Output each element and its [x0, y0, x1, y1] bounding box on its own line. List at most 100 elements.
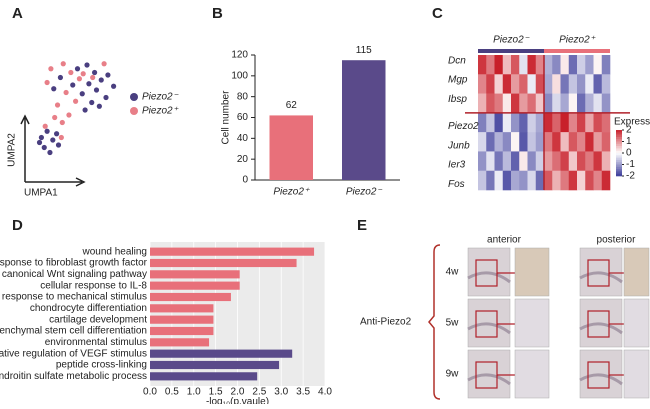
point — [92, 69, 98, 76]
heat-cell — [577, 170, 586, 191]
heat-cell — [494, 74, 504, 94]
heat-cell — [511, 132, 520, 152]
point — [73, 98, 79, 104]
heat-cell — [494, 132, 504, 152]
y-tick-label: negative regulation of VEGF stimulus — [0, 348, 147, 359]
heat-cell — [601, 55, 611, 75]
panel-letter: E — [357, 217, 367, 234]
bar — [150, 258, 297, 268]
axis-arrows — [20, 114, 86, 187]
bar — [342, 60, 386, 181]
heat-cell — [560, 112, 570, 133]
colorbar-label: 2 — [626, 125, 632, 136]
heat-cell — [486, 74, 495, 94]
heat-cell — [527, 151, 537, 172]
heat-cell — [511, 170, 520, 191]
point — [101, 61, 107, 67]
zoom-image — [514, 349, 550, 399]
x-tick-label: 2.5 — [252, 387, 266, 398]
colorbar-step — [616, 169, 622, 172]
heat-cell — [486, 55, 495, 75]
colorbar-step — [616, 143, 622, 147]
heat-cell — [601, 151, 611, 172]
heat-cell — [527, 93, 537, 114]
y-tick-label: 40 — [237, 133, 249, 144]
group-label: Piezo2⁻ — [493, 35, 530, 46]
point — [79, 91, 85, 97]
y-tick-label: 120 — [231, 50, 248, 61]
point — [58, 134, 64, 141]
heat-cell — [568, 55, 578, 75]
row-label: 9w — [446, 369, 460, 380]
x-tick-label: 0.0 — [143, 387, 157, 398]
heat-cell — [544, 151, 553, 172]
data-label: 115 — [356, 45, 372, 56]
point — [105, 72, 111, 78]
column-label: anterior — [487, 235, 522, 246]
group-label: Piezo2⁺ — [559, 35, 596, 46]
y-tick-label: 20 — [237, 154, 249, 165]
heat-cell — [478, 74, 487, 94]
point — [55, 142, 62, 148]
tissue-texture — [467, 271, 511, 284]
heat-cell — [519, 151, 528, 172]
row-label: Piezo2 — [448, 121, 479, 132]
heat-cell — [577, 93, 586, 114]
group-bar — [478, 49, 544, 53]
heat-cell — [511, 112, 520, 133]
heat-cell — [535, 170, 545, 191]
heat-cell — [527, 112, 537, 133]
heat-cell — [486, 132, 495, 152]
row-label: Ier3 — [448, 160, 466, 171]
colorbar-step — [616, 171, 622, 174]
bar — [150, 349, 293, 358]
point — [63, 89, 69, 96]
heat-cell — [511, 55, 520, 75]
heat-cell — [519, 112, 528, 133]
heat-cell — [535, 151, 545, 172]
heat-cell — [585, 55, 594, 75]
heat-cell — [535, 93, 545, 114]
heat-cell — [552, 132, 561, 152]
heat-cell — [568, 93, 578, 114]
heat-cell — [544, 170, 553, 191]
heat-cell — [544, 93, 553, 114]
colorbar-step — [616, 162, 622, 165]
x-tick-label: 4.0 — [318, 387, 332, 398]
heat-cell — [552, 74, 561, 94]
point — [38, 134, 45, 141]
y-tick-label: 0 — [242, 175, 248, 186]
y-tick-label: canonical Wnt signaling pathway — [2, 269, 147, 280]
heat-cell — [593, 132, 603, 152]
heat-cell — [502, 170, 512, 191]
heat-cell — [552, 93, 561, 114]
heat-cell — [519, 170, 528, 191]
legend-swatch — [130, 107, 138, 115]
heat-cell — [494, 93, 504, 114]
bar — [150, 326, 214, 336]
point — [93, 87, 100, 93]
point — [68, 69, 74, 76]
y-tick-label: 100 — [231, 70, 248, 81]
point — [47, 149, 53, 156]
tissue-texture — [579, 373, 623, 386]
heat-cell — [527, 74, 537, 94]
colorbar-step — [616, 130, 622, 133]
tissue-texture — [579, 322, 623, 335]
heat-cell — [478, 132, 487, 152]
point — [59, 119, 65, 126]
point — [111, 83, 117, 89]
point — [44, 79, 50, 86]
y-tick-label: cellular response to IL-8 — [40, 280, 147, 291]
heat-cell — [585, 93, 594, 114]
column-label: posterior — [597, 235, 637, 246]
heat-cell — [601, 93, 611, 114]
tissue-texture — [467, 322, 511, 335]
heat-cell — [494, 170, 504, 191]
colorbar-step — [616, 141, 622, 145]
heat-cell — [568, 112, 578, 133]
heat-cell — [511, 93, 520, 114]
colorbar-step — [616, 136, 622, 140]
y-tick-label: environmental stimulus — [45, 337, 147, 348]
heat-cell — [552, 112, 561, 133]
